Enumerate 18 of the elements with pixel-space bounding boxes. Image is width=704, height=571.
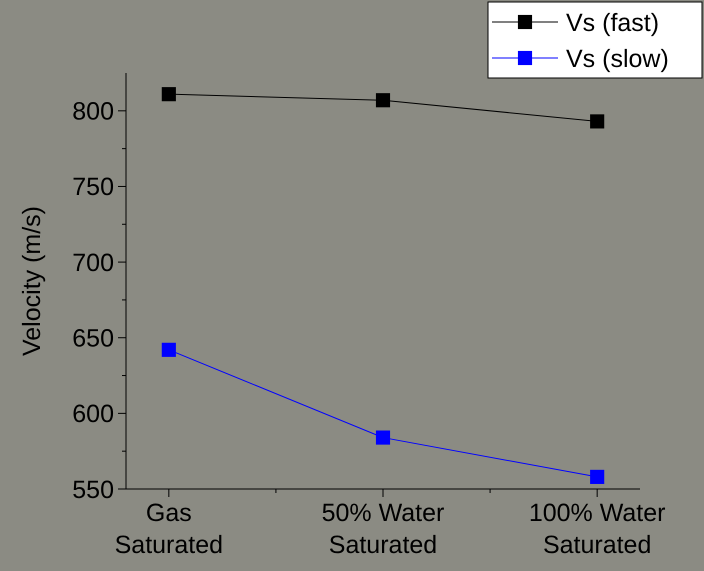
y-tick-label: 650	[72, 324, 114, 352]
point	[590, 470, 604, 484]
x-tick-label: 100% Water Saturated	[528, 499, 666, 559]
legend-label: Vs (slow)	[566, 44, 669, 73]
point	[376, 430, 390, 445]
y-tick-label: 750	[72, 173, 114, 202]
point	[590, 114, 604, 128]
y-tick-label: 550	[72, 476, 114, 504]
y-tick-label: 800	[72, 98, 114, 126]
y-tick-label: 700	[72, 248, 114, 277]
legend-label: Vs (fast)	[566, 8, 660, 37]
y-tick-label: 600	[72, 400, 114, 428]
point	[376, 93, 390, 108]
point	[162, 87, 176, 102]
y-axis-title: Velocity (m/s)	[18, 206, 46, 356]
x-tick-label: 50% Water Saturated	[322, 499, 444, 559]
x-tick-label: Gas Saturated	[114, 499, 224, 559]
point	[162, 342, 176, 357]
